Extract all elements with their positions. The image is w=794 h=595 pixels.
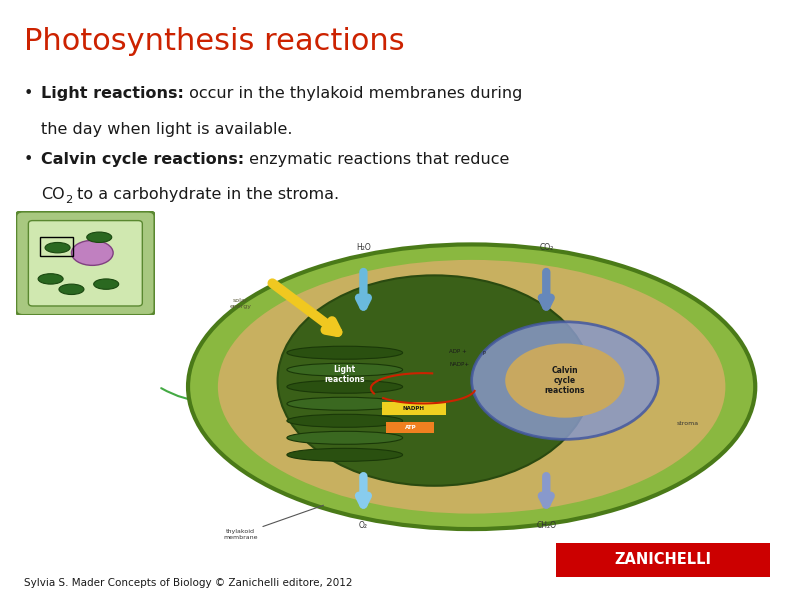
Ellipse shape (278, 275, 591, 486)
Text: Calvin
cycle
reactions: Calvin cycle reactions (545, 366, 585, 396)
Text: ZANICHELLI: ZANICHELLI (615, 552, 711, 568)
Text: Light reactions:: Light reactions: (41, 86, 184, 101)
Text: NADP+: NADP+ (449, 362, 469, 367)
Ellipse shape (287, 363, 403, 376)
Text: thylakoid
membrane: thylakoid membrane (223, 505, 323, 540)
Text: Photosynthesis reactions: Photosynthesis reactions (24, 27, 404, 56)
Text: solar
energy: solar energy (229, 298, 251, 309)
Text: CO: CO (41, 187, 65, 202)
FancyBboxPatch shape (29, 221, 142, 306)
Ellipse shape (287, 380, 403, 393)
Ellipse shape (59, 284, 84, 295)
Text: the day when light is available.: the day when light is available. (41, 122, 293, 137)
FancyBboxPatch shape (556, 543, 770, 577)
Text: stroma: stroma (676, 421, 699, 427)
Text: •: • (24, 152, 33, 167)
Text: H₂O: H₂O (356, 243, 371, 252)
Ellipse shape (287, 397, 403, 411)
FancyBboxPatch shape (16, 211, 155, 315)
Text: CO₂: CO₂ (539, 243, 553, 252)
Ellipse shape (71, 240, 113, 265)
Text: Light
reactions: Light reactions (325, 365, 365, 384)
Text: ATP: ATP (405, 425, 416, 430)
Ellipse shape (287, 346, 403, 359)
Ellipse shape (188, 245, 755, 529)
Text: NADPH: NADPH (403, 406, 425, 411)
Ellipse shape (87, 232, 112, 243)
Text: enzymatic reactions that reduce: enzymatic reactions that reduce (245, 152, 510, 167)
Text: to a carbohydrate in the stroma.: to a carbohydrate in the stroma. (72, 187, 339, 202)
Text: •: • (24, 86, 33, 101)
Text: P: P (483, 350, 486, 356)
Ellipse shape (505, 343, 625, 418)
Ellipse shape (38, 274, 64, 284)
Ellipse shape (287, 448, 403, 461)
Ellipse shape (287, 431, 403, 444)
Ellipse shape (472, 322, 658, 439)
Text: Sylvia S. Mader Concepts of Biology © Zanichelli editore, 2012: Sylvia S. Mader Concepts of Biology © Za… (24, 578, 353, 588)
Text: occur in the thylakoid membranes during: occur in the thylakoid membranes during (184, 86, 522, 101)
Text: ADP +: ADP + (449, 349, 467, 353)
Ellipse shape (218, 260, 726, 513)
Text: 2: 2 (65, 195, 72, 205)
Ellipse shape (94, 279, 119, 289)
Text: 11: 11 (711, 558, 727, 571)
Ellipse shape (287, 414, 403, 427)
FancyBboxPatch shape (386, 422, 434, 433)
Ellipse shape (45, 243, 70, 253)
Text: O₂: O₂ (359, 521, 368, 530)
FancyBboxPatch shape (382, 402, 445, 415)
Text: Calvin cycle reactions:: Calvin cycle reactions: (41, 152, 245, 167)
Text: CH₂O: CH₂O (536, 521, 557, 530)
